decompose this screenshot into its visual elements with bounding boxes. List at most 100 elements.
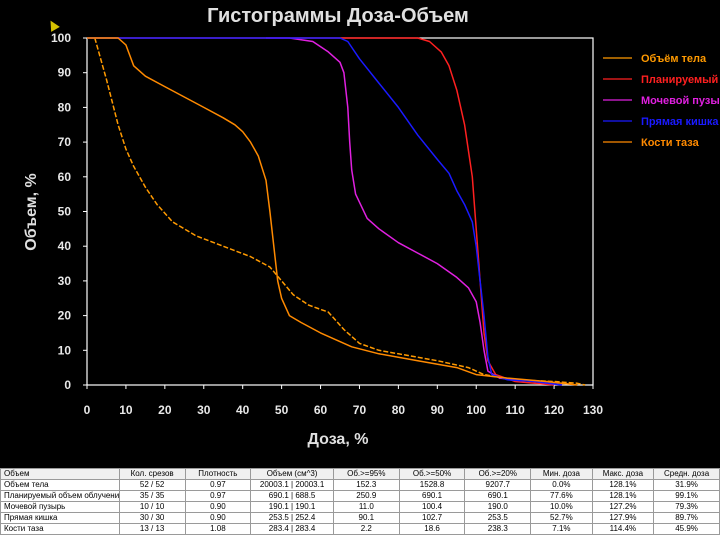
table-cell: 238.3 — [464, 523, 532, 535]
x-tick-label: 80 — [392, 403, 406, 417]
x-tick-label: 0 — [84, 403, 91, 417]
series-line-0 — [94, 37, 586, 386]
x-axis-label: Доза, % — [308, 431, 369, 448]
x-tick-label: 40 — [236, 403, 250, 417]
table-cell: 1.08 — [184, 523, 252, 535]
table-cell: 10.0% — [530, 501, 593, 513]
x-tick-label: 20 — [158, 403, 172, 417]
y-tick-label: 70 — [58, 135, 72, 149]
table-cell: 2.2 — [332, 523, 400, 535]
table-cell: 128.1% — [591, 490, 655, 502]
legend-entry: Кости таза — [641, 137, 700, 149]
table-cell: 45.9% — [653, 523, 720, 535]
table-cell: 30 / 30 — [118, 512, 186, 524]
table-cell: 7.1% — [530, 523, 593, 535]
table-cell: 89.7% — [653, 512, 720, 524]
table-cell: 152.3 — [332, 479, 400, 491]
table-cell: 1528.8 — [398, 479, 466, 491]
dvh-chart-svg: Гистограммы Доза-Объем 0 10 20 30 40 50 60 70 80… — [23, 5, 720, 448]
table-row[interactable]: Мочевой пузырь 10 / 10 0.90 190.1 | 190.1 11… — [0, 501, 720, 513]
x-tick-label: 120 — [544, 403, 564, 417]
x-tick-label: 110 — [505, 403, 525, 417]
series-lines — [87, 37, 586, 386]
table-cell: 10 / 10 — [118, 501, 186, 513]
table-cell: 190.0 — [464, 501, 532, 513]
y-tick-label: 60 — [58, 170, 72, 184]
table-cell: 690.1 — [464, 490, 532, 502]
legend-entry: Мочевой пузырь — [641, 95, 720, 107]
x-tick-label: 100 — [466, 403, 486, 417]
table-cell: 52 / 52 — [118, 479, 186, 491]
table-cell: Планируемый объем облучения — [0, 490, 120, 502]
table-header-cell: Мин. доза — [530, 468, 593, 480]
x-tick-label: 130 — [583, 403, 603, 417]
table-cell: 690.1 | 688.5 — [250, 490, 334, 502]
table-row[interactable]: Кости таза 13 / 13 1.08 283.4 | 283.4 2.2 18.… — [0, 523, 720, 535]
table-header-cell: Кол. срезов — [118, 468, 186, 480]
table-header-cell: Плотность — [184, 468, 252, 480]
plot-area — [86, 37, 594, 386]
x-axis-ticks: 0 10 20 30 40 50 60 70 80 90 100 110 120 130 — [84, 385, 603, 417]
table-cell: 0.97 — [184, 490, 252, 502]
y-tick-label: 50 — [58, 205, 72, 219]
legend-entry: Планируемый объём облучения — [641, 74, 720, 86]
series-line-4 — [87, 37, 578, 386]
table-row[interactable]: Планируемый объем облучения 35 / 35 0.97 69… — [0, 490, 720, 502]
table-cell: Объем тела — [0, 479, 120, 491]
table-cell: 253.5 — [464, 512, 532, 524]
table-cell: 11.0 — [332, 501, 400, 513]
table-header-cell: Объем (см^3) — [250, 468, 334, 480]
table-row[interactable]: Объем тела 52 / 52 0.97 20003.1 | 20003.1 15… — [0, 479, 720, 491]
y-tick-label: 80 — [58, 100, 72, 114]
table-cell: 20003.1 | 20003.1 — [250, 479, 334, 491]
table-cell: 9207.7 — [464, 479, 532, 491]
table-cell: 102.7 — [398, 512, 466, 524]
table-body: Объем тела 52 / 52 0.97 20003.1 | 20003.1 15… — [0, 479, 720, 535]
table-cell: 114.4% — [591, 523, 655, 535]
legend-entry: Прямая кишка — [641, 116, 719, 128]
y-tick-label: 40 — [58, 239, 72, 253]
table-cell: 127.2% — [591, 501, 655, 513]
table-cell: 100.4 — [398, 501, 466, 513]
table-cell: Кости таза — [0, 523, 120, 535]
table-cell: 79.3% — [653, 501, 720, 513]
table-cell: 77.6% — [530, 490, 593, 502]
table-cell: 0.97 — [184, 479, 252, 491]
chart-title: Гистограммы Доза-Объем — [207, 5, 469, 27]
table-header-cell: Об.>=95% — [332, 468, 400, 480]
table-cell: 253.5 | 252.4 — [250, 512, 334, 524]
table-cell: 35 / 35 — [118, 490, 186, 502]
series-line-2 — [266, 37, 562, 386]
table-cell: 31.9% — [653, 479, 720, 491]
table-cell: 0.90 — [184, 512, 252, 524]
table-cell: 127.9% — [591, 512, 655, 524]
table-cell: 283.4 | 283.4 — [250, 523, 334, 535]
x-tick-label: 90 — [431, 403, 445, 417]
x-tick-label: 10 — [119, 403, 133, 417]
dvh-statistics-table: Объем Кол. срезов Плотность Объем (см^3) Об.… — [0, 468, 720, 540]
table-cell: Мочевой пузырь — [0, 501, 120, 513]
table-cell: 128.1% — [591, 479, 655, 491]
table-cell: 99.1% — [653, 490, 720, 502]
table-cell: 690.1 — [398, 490, 466, 502]
table-cell: 90.1 — [332, 512, 400, 524]
x-tick-label: 70 — [353, 403, 367, 417]
y-tick-label: 0 — [64, 378, 71, 392]
table-cell: 190.1 | 190.1 — [250, 501, 334, 513]
y-tick-label: 30 — [58, 274, 72, 288]
dvh-chart: Гистограммы Доза-Объем 0 10 20 30 40 50 60 70 80… — [23, 5, 720, 448]
table-header-row: Объем Кол. срезов Плотность Объем (см^3) Об.… — [0, 468, 720, 480]
x-tick-label: 30 — [197, 403, 211, 417]
table-cell: 13 / 13 — [118, 523, 186, 535]
table-header-cell: Объем — [0, 468, 120, 480]
table-cell: Прямая кишка — [0, 512, 120, 524]
table-cell: 250.9 — [332, 490, 400, 502]
y-tick-label: 20 — [58, 309, 72, 323]
y-axis-label: Объем, % — [23, 173, 40, 250]
table-cell: 0.90 — [184, 501, 252, 513]
table-cell: 0.0% — [530, 479, 593, 491]
legend-entry: Объём тела — [641, 53, 707, 65]
table-row[interactable]: Прямая кишка 30 / 30 0.90 253.5 | 252.4 90.1… — [0, 512, 720, 524]
y-tick-label: 100 — [51, 31, 71, 45]
x-tick-label: 60 — [314, 403, 328, 417]
